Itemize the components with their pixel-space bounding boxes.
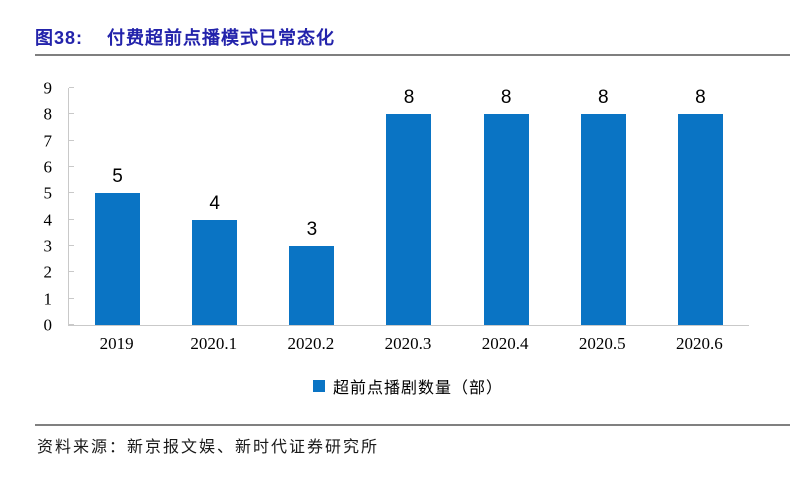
y-axis-tick-mark <box>69 139 74 141</box>
bar-chart-plot-area: 5 4 3 8 8 8 8 <box>68 87 749 326</box>
source-note: 资料来源：新京报文娱、新时代证券研究所 <box>37 439 380 456</box>
x-axis-tick-label: 2020.3 <box>384 334 432 353</box>
y-axis-tick-label: 2 <box>43 262 53 282</box>
figure-header: 图38: 付费超前点播模式已常态化 <box>35 24 790 56</box>
bar-group: 3 <box>263 88 360 325</box>
y-axis-tick-label: 5 <box>43 183 53 203</box>
x-axis-tick-label: 2020.6 <box>676 334 723 353</box>
x-axis-tick-label: 2020.4 <box>481 334 529 353</box>
bar-value-label: 8 <box>500 87 512 109</box>
bar-value-label: 3 <box>306 219 318 241</box>
bar <box>95 193 141 325</box>
y-axis-tick-mark <box>69 113 74 115</box>
y-axis-tick-label: 0 <box>43 315 53 335</box>
bar-value-label: 4 <box>209 192 220 214</box>
bar-group: 5 <box>69 88 166 325</box>
x-axis-tick-label: 2020.1 <box>190 334 238 353</box>
y-axis-tick-mark <box>69 192 74 194</box>
y-axis-tick-mark <box>69 166 74 168</box>
y-axis-tick-mark <box>69 245 74 247</box>
y-axis-tick-label: 9 <box>43 78 53 98</box>
y-axis-tick-label: 8 <box>43 104 53 124</box>
y-axis-tick-label: 7 <box>43 131 53 151</box>
y-axis-tick-mark <box>69 87 74 88</box>
x-axis-tick-label: 2020.2 <box>287 334 335 353</box>
footer-divider <box>35 424 790 426</box>
bar-group: 8 <box>555 88 652 325</box>
x-axis: 2019 2020.1 2020.2 2020.3 2020.4 2020.5 2020.6 <box>68 334 748 354</box>
bar-value-label: 8 <box>695 87 706 109</box>
figure-title: 付费超前点播模式已常态化 <box>107 28 336 48</box>
y-axis-tick-mark <box>69 271 74 273</box>
bar-value-label: 8 <box>403 87 415 109</box>
bar-value-label: 8 <box>597 87 609 109</box>
bar <box>677 114 723 325</box>
y-axis: 0 1 2 3 4 5 6 7 8 9 <box>30 80 60 334</box>
bar-group: 8 <box>360 88 457 325</box>
y-axis-tick-label: 4 <box>43 210 53 230</box>
x-axis-tick-label: 2020.5 <box>578 334 626 353</box>
bar-value-label: 5 <box>112 166 123 188</box>
bar <box>289 246 335 325</box>
y-axis-tick-label: 1 <box>43 289 53 309</box>
bar-group: 8 <box>652 88 749 325</box>
legend-label: 超前点播剧数量（部） <box>332 380 503 397</box>
bar-group: 8 <box>458 88 555 325</box>
y-axis-tick-label: 6 <box>43 157 53 177</box>
y-axis-tick-mark <box>69 297 74 299</box>
chart-legend: 超前点播剧数量（部） <box>68 374 748 398</box>
bar <box>580 114 626 325</box>
y-axis-tick-mark <box>69 324 74 325</box>
bar-series: 5 4 3 8 8 8 8 <box>69 88 749 325</box>
bar <box>386 114 432 325</box>
bar-group: 4 <box>166 88 263 325</box>
figure-number-label: 图38: <box>35 28 84 48</box>
x-axis-tick-label: 2019 <box>99 334 134 353</box>
bar <box>483 114 529 325</box>
bar <box>192 219 238 325</box>
y-axis-tick-label: 3 <box>43 236 53 256</box>
y-axis-tick-mark <box>69 218 74 220</box>
legend-swatch <box>312 380 325 392</box>
